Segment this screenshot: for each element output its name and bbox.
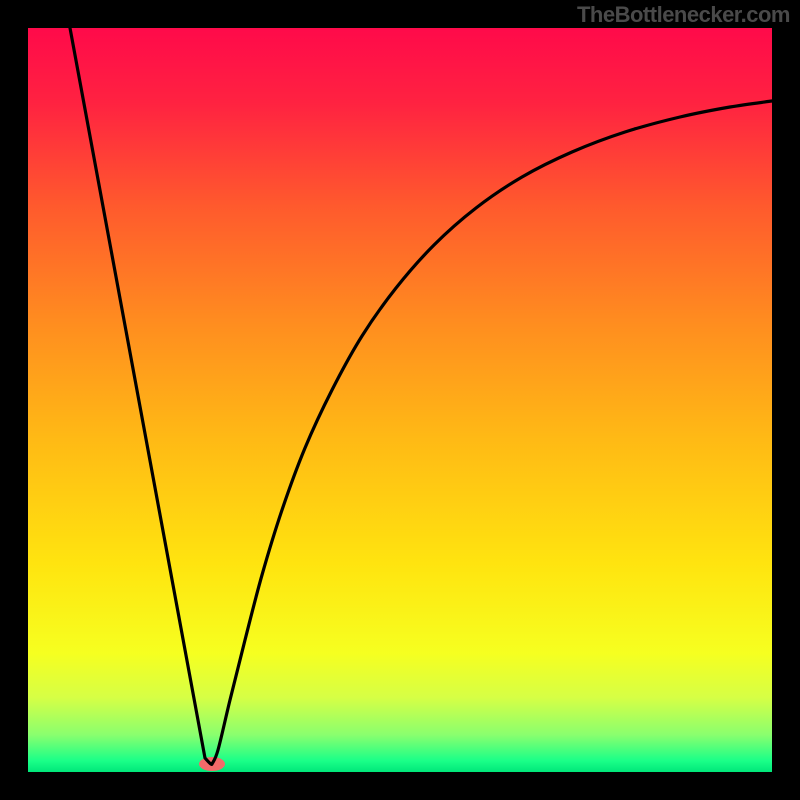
watermark-text: TheBottlenecker.com (577, 2, 790, 28)
bottleneck-chart (0, 0, 800, 800)
chart-frame: TheBottlenecker.com (0, 0, 800, 800)
